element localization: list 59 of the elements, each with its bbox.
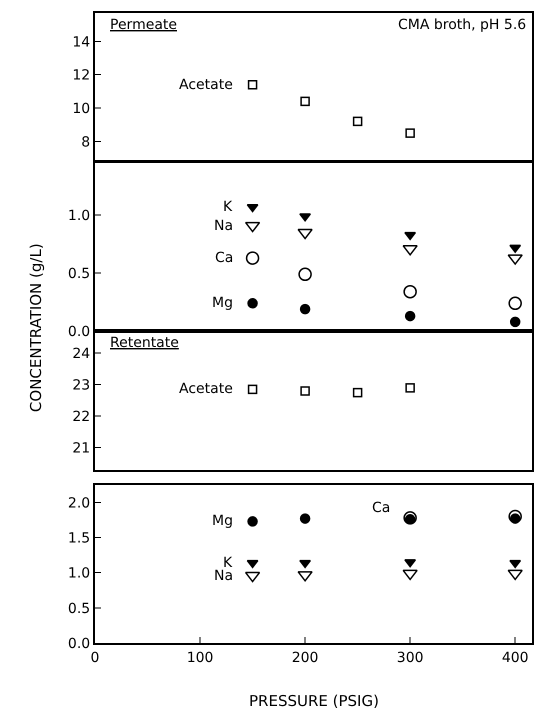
- series-label: Ca: [215, 250, 234, 266]
- y-tick-label: 22: [72, 409, 90, 426]
- series-label: Mg: [212, 295, 233, 311]
- x-tick-label: 200: [292, 650, 318, 666]
- x-tick-label: 0: [90, 650, 100, 666]
- y-tick-label: 0.0: [68, 324, 90, 340]
- series-label: Na: [214, 568, 234, 584]
- series-label: Ca: [372, 500, 390, 516]
- y-tick-label: 1.5: [68, 530, 90, 546]
- y-tick-label: 23: [72, 378, 90, 394]
- chart-title: Retentate: [110, 335, 179, 351]
- y-tick-label: 0.5: [68, 600, 90, 617]
- series-label: Acetate: [179, 381, 233, 397]
- chart-subtitle: CMA broth, pH 5.6: [398, 17, 526, 33]
- x-tick-label: 300: [396, 650, 424, 666]
- x-axis-title: PRESSURE (PSIG): [249, 692, 379, 710]
- chart-title: Permeate: [110, 17, 177, 33]
- point: [247, 516, 258, 527]
- y-axis-title: CONCENTRATION (g/L): [27, 243, 46, 412]
- point: [299, 213, 312, 222]
- y-tick-label: 2.0: [68, 495, 90, 512]
- y-tick-label: 10: [72, 100, 90, 117]
- y-tick-label: 12: [72, 68, 90, 84]
- series-label: K: [223, 555, 233, 571]
- point: [404, 310, 416, 322]
- y-tick-label: 0.5: [68, 266, 90, 282]
- series-label: Acetate: [179, 77, 233, 93]
- point: [404, 232, 416, 240]
- point: [248, 80, 258, 90]
- point: [298, 268, 312, 282]
- point: [404, 514, 416, 525]
- y-tick-label: 0.0: [68, 636, 90, 652]
- y-tick-label: 1.0: [68, 208, 90, 224]
- point: [508, 570, 523, 580]
- point: [510, 513, 520, 524]
- y-tick-label: 8: [81, 134, 90, 150]
- point: [246, 251, 260, 265]
- y-tick-label: 14: [72, 34, 90, 50]
- series-label: Na: [214, 218, 234, 234]
- point: [403, 284, 417, 298]
- point: [405, 128, 415, 138]
- point: [510, 316, 520, 328]
- series-label: Mg: [212, 513, 233, 529]
- point: [247, 298, 258, 309]
- x-tick-label: 400: [502, 650, 529, 666]
- point: [300, 96, 310, 106]
- y-tick-label: 1.0: [68, 566, 90, 582]
- point: [509, 560, 522, 568]
- point: [299, 560, 312, 568]
- point: [246, 560, 259, 568]
- point: [352, 116, 362, 126]
- point: [508, 296, 522, 310]
- y-tick-label: 24: [72, 346, 90, 362]
- point: [508, 254, 523, 265]
- point: [300, 513, 310, 524]
- y-tick-label: 21: [72, 440, 90, 457]
- series-label: K: [223, 199, 233, 215]
- point: [300, 304, 310, 314]
- x-tick-label: 100: [186, 650, 214, 666]
